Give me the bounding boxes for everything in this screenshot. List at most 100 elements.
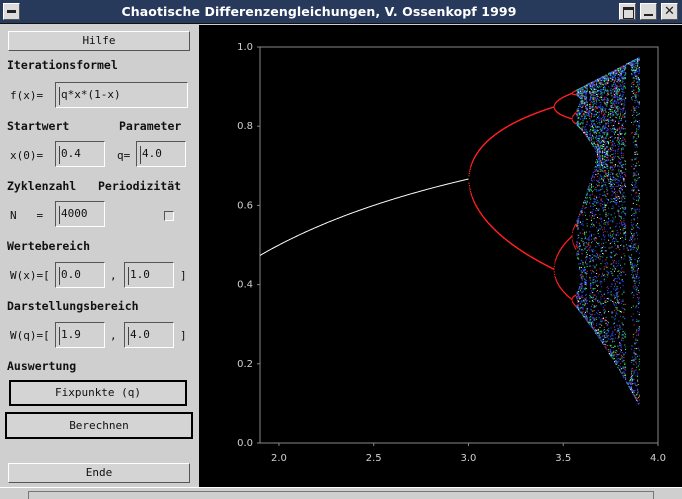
attractor-point [580,104,582,106]
restore-button[interactable] [619,3,636,20]
attractor-point [604,345,606,347]
attractor-point [553,105,555,107]
attractor-point [554,275,556,277]
wq-max-input[interactable]: 4.0 [124,322,174,348]
attractor-point [578,222,580,224]
attractor-point [588,239,590,241]
attractor-point [581,211,583,213]
attractor-point [603,80,605,82]
wq-min-input[interactable]: 1.9 [55,322,105,348]
attractor-point [603,178,605,180]
x0-input[interactable]: 0.4 [55,141,105,167]
attractor-point [598,111,600,112]
y-tick-label: 0.2 [237,359,253,370]
attractor-point [577,125,579,127]
attractor-point [584,278,586,280]
attractor-point [589,257,591,259]
attractor-point [592,127,594,129]
attractor-point [600,106,602,108]
window-menu-button[interactable] [3,3,20,20]
attractor-point [596,221,598,223]
attractor-point [592,282,594,284]
ende-button[interactable]: Ende [8,463,190,483]
attractor-point [603,239,605,241]
attractor-point [591,122,592,124]
attractor-point [585,298,586,300]
attractor-point [593,176,595,178]
attractor-point [476,206,478,208]
attractor-point [608,179,610,181]
attractor-point [581,274,583,276]
attractor-point [591,116,592,118]
attractor-point [593,81,595,83]
attractor-point [604,209,606,211]
attractor-point [576,122,578,124]
attractor-point [607,298,609,300]
wq-comma: , [110,329,117,342]
attractor-point [604,75,606,77]
q-input[interactable]: 4.0 [136,141,186,167]
attractor-point [590,137,592,139]
attractor-point [597,329,598,331]
attractor-point [602,303,604,304]
attractor-point [475,154,477,156]
attractor-point [599,254,601,255]
attractor-point [600,205,602,207]
attractor-point [597,257,599,259]
attractor-point [577,256,579,258]
attractor-point [596,269,598,271]
attractor-point [605,74,607,76]
attractor-point [603,138,605,140]
attractor-point [580,91,582,93]
attractor-point [604,304,606,306]
attractor-point [592,93,594,94]
attractor-point [598,273,600,275]
attractor-point [591,193,593,195]
wx-max-input[interactable]: 1.0 [124,262,174,288]
attractor-point [597,165,599,166]
attractor-point [586,123,588,125]
attractor-point [596,253,598,254]
attractor-point [607,133,609,135]
periodicity-checkbox[interactable] [164,211,174,221]
minimize-button[interactable] [640,3,657,20]
attractor-point [591,143,593,145]
attractor-point [607,274,609,276]
attractor-point [597,333,599,335]
attractor-point [597,144,598,146]
attractor-point [597,180,598,182]
attractor-point [594,130,596,132]
berechnen-button[interactable]: Berechnen [5,412,193,439]
attractor-point [589,136,591,138]
attractor-point [585,316,587,318]
attractor-point [571,118,573,119]
cycles-input[interactable]: 4000 [55,201,105,227]
attractor-point [574,224,576,226]
attractor-point [579,247,581,249]
attractor-point [604,175,606,177]
formula-input[interactable]: q*x*(1-x) [55,82,188,108]
attractor-point [605,151,607,153]
attractor-point [607,165,609,167]
attractor-point [597,336,599,338]
attractor-point [577,121,579,123]
attractor-point [577,116,579,118]
attractor-point [603,149,605,150]
fixpunkte-button[interactable]: Fixpunkte (q) [9,380,187,406]
attractor-point [584,111,586,113]
attractor-point [597,80,599,82]
help-button[interactable]: Hilfe [8,31,190,51]
attractor-point [606,100,608,102]
close-button[interactable]: ✕ [661,3,678,20]
attractor-point [592,99,594,101]
attractor-point [585,197,586,199]
attractor-point [589,116,591,117]
attractor-point [576,110,578,112]
wx-min-input[interactable]: 0.0 [55,262,105,288]
attractor-point [607,122,609,124]
attractor-point [603,120,605,122]
attractor-point [596,277,598,279]
attractor-point [580,128,582,130]
attractor-point [581,87,583,88]
attractor-point [582,87,584,89]
